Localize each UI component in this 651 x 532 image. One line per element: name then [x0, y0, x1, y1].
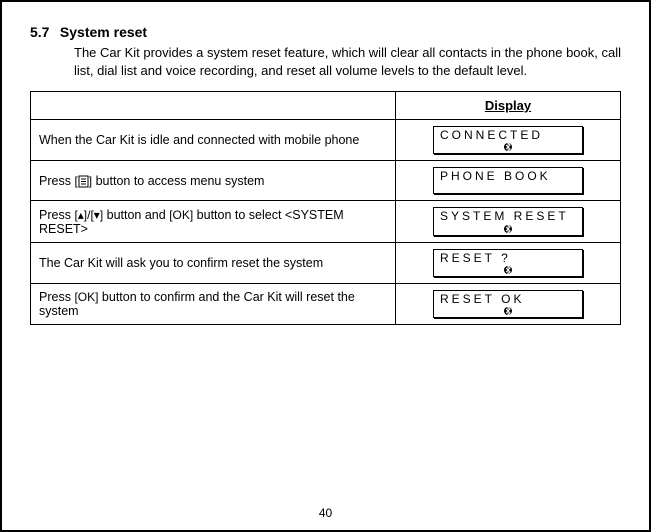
step-text-part: Press	[39, 290, 74, 304]
header-right: Display	[396, 92, 621, 120]
display-cell: PHONE BOOK	[396, 161, 621, 201]
step-text: When the Car Kit is idle and connected w…	[31, 120, 396, 161]
display-box: CONNECTED	[433, 126, 583, 154]
display-line2	[440, 265, 576, 275]
bluetooth-icon	[504, 306, 512, 316]
bluetooth-icon	[504, 224, 512, 234]
table-header-row: Display	[31, 92, 621, 120]
bluetooth-icon	[504, 142, 512, 152]
section-number: 5.7	[30, 24, 49, 40]
step-text-part: button and	[103, 208, 169, 222]
button-ref: [OK]	[169, 208, 193, 222]
display-line2	[440, 183, 576, 192]
section-title: System reset	[60, 24, 147, 40]
display-line1: CONNECTED	[440, 129, 576, 142]
step-text: Press [OK] button to confirm and the Car…	[31, 283, 396, 324]
display-cell: CONNECTED	[396, 120, 621, 161]
page-frame: 5.7 System reset The Car Kit provides a …	[0, 0, 651, 532]
display-line1: RESET OK	[440, 293, 576, 306]
display-cell: RESET OK	[396, 283, 621, 324]
display-line2	[440, 306, 576, 316]
section-heading: 5.7 System reset	[30, 24, 621, 42]
page-number: 40	[2, 506, 649, 520]
display-box: RESET ?	[433, 249, 583, 277]
steps-table: Display When the Car Kit is idle and con…	[30, 91, 621, 325]
table-row: Press [OK] button to confirm and the Car…	[31, 283, 621, 324]
display-box: SYSTEM RESET	[433, 207, 583, 235]
display-line2	[440, 142, 576, 152]
display-box: RESET OK	[433, 290, 583, 318]
display-line1: SYSTEM RESET	[440, 210, 576, 223]
table-row: Press [▴]/[▾] button and [OK] button to …	[31, 201, 621, 242]
step-text: Press [▴]/[▾] button and [OK] button to …	[31, 201, 396, 242]
header-left	[31, 92, 396, 120]
step-text-content: When the Car Kit is idle and connected w…	[39, 133, 359, 147]
step-text-content: The Car Kit will ask you to confirm rese…	[39, 256, 323, 270]
step-text: The Car Kit will ask you to confirm rese…	[31, 242, 396, 283]
button-ref: [OK]	[74, 290, 98, 304]
bluetooth-icon	[504, 265, 512, 275]
display-line1: RESET ?	[440, 252, 576, 265]
intro-paragraph: The Car Kit provides a system reset feat…	[74, 44, 621, 79]
menu-icon	[78, 175, 89, 188]
button-ref: [▴]/[▾]	[74, 208, 103, 222]
step-text-part: Press	[39, 174, 74, 188]
display-cell: SYSTEM RESET	[396, 201, 621, 242]
display-cell: RESET ?	[396, 242, 621, 283]
step-text-part: button to access menu system	[92, 174, 264, 188]
table-row: Press [] button to access menu system PH…	[31, 161, 621, 201]
display-box: PHONE BOOK	[433, 167, 583, 194]
step-text: Press [] button to access menu system	[31, 161, 396, 201]
table-row: When the Car Kit is idle and connected w…	[31, 120, 621, 161]
display-line2	[440, 224, 576, 234]
step-text-part: Press	[39, 208, 74, 222]
table-row: The Car Kit will ask you to confirm rese…	[31, 242, 621, 283]
